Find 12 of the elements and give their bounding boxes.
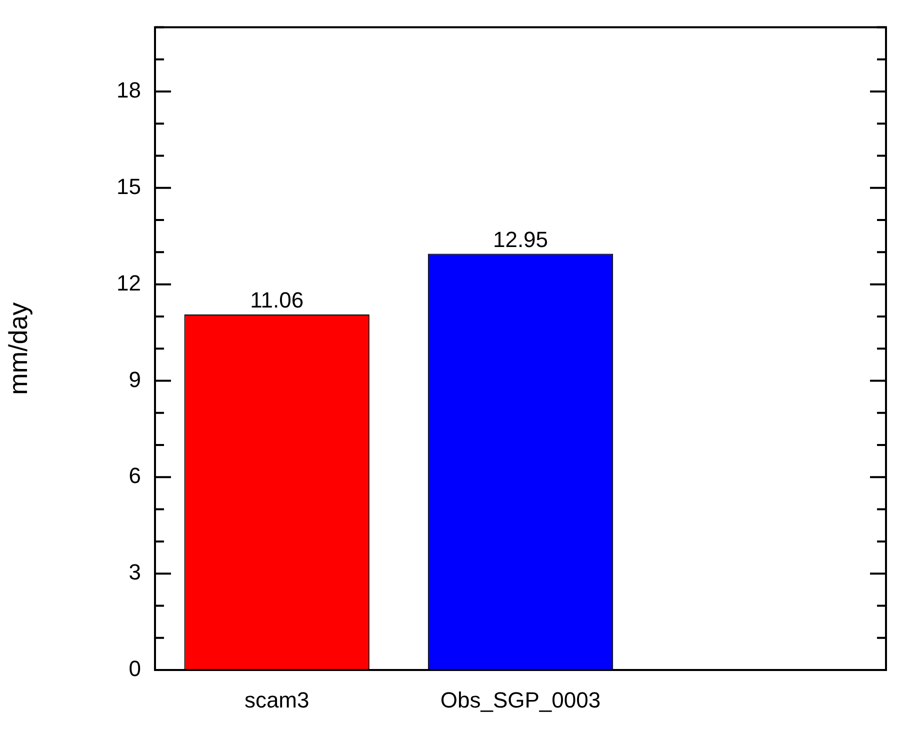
y-tick-label: 6 <box>128 463 141 488</box>
y-tick-label: 18 <box>116 78 141 103</box>
y-tick-label: 0 <box>128 656 141 682</box>
data-label: 12.95 <box>492 226 548 252</box>
y-tick-label: 3 <box>128 560 141 585</box>
y-axis-title: mm/day <box>2 302 33 395</box>
data-label: 11.06 <box>250 288 304 313</box>
y-tick-label: 12 <box>116 270 141 296</box>
y-tick-label: 9 <box>128 366 141 392</box>
x-tick-label: Obs_SGP_0003 <box>440 687 601 712</box>
x-tick-label: scam3 <box>244 687 310 712</box>
y-tick-label: 15 <box>116 174 141 199</box>
